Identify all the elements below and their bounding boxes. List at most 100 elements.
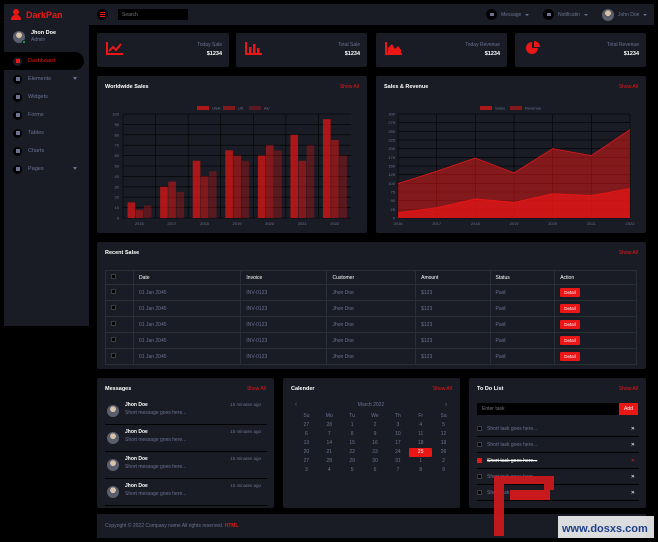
calendar-day[interactable]: 7: [327, 431, 331, 437]
calendar-weekday: We: [371, 413, 379, 419]
show-all-link[interactable]: Show All: [618, 250, 638, 256]
calendar-day[interactable]: 7: [396, 467, 400, 473]
calendar-day[interactable]: 31: [395, 458, 401, 464]
calendar-day[interactable]: 6: [373, 467, 377, 473]
calendar-day[interactable]: 6: [305, 431, 308, 437]
calendar-day[interactable]: 4: [327, 467, 331, 473]
calendar-day[interactable]: 13: [303, 440, 310, 446]
calendar-day[interactable]: 20: [303, 449, 310, 455]
message-item[interactable]: Jhon Doe 15 minutes ago Short message goes…: [105, 425, 267, 452]
calendar-day[interactable]: 8: [419, 467, 423, 473]
calendar-day[interactable]: 10: [395, 431, 401, 437]
show-all-link[interactable]: Show All: [618, 386, 638, 392]
task-input[interactable]: [477, 403, 619, 415]
calendar-day[interactable]: 16: [372, 440, 378, 446]
row-checkbox[interactable]: [111, 321, 116, 326]
show-all-link[interactable]: Show All: [432, 386, 452, 392]
brand[interactable]: DarkPan: [11, 9, 63, 20]
row-checkbox[interactable]: [111, 353, 116, 358]
close-icon[interactable]: ✕: [630, 442, 635, 448]
calendar-day[interactable]: 21: [326, 449, 333, 455]
sidebar-item-forms[interactable]: Forms: [4, 106, 84, 124]
detail-button[interactable]: Detail: [560, 304, 580, 313]
show-all-link[interactable]: Show All: [339, 84, 359, 90]
todo-checkbox[interactable]: [477, 458, 482, 463]
calendar-day[interactable]: 29: [349, 458, 355, 464]
calendar-day[interactable]: 12: [440, 431, 447, 437]
calendar-day[interactable]: 26: [440, 449, 447, 455]
calendar-day[interactable]: 22: [349, 449, 355, 455]
close-icon[interactable]: ✕: [630, 474, 635, 480]
calendar-day[interactable]: 1: [350, 422, 354, 428]
search-input[interactable]: [118, 9, 188, 20]
chevron-left-icon[interactable]: ‹: [295, 402, 297, 408]
user-dropdown[interactable]: John Doe: [602, 9, 648, 21]
sidebar-item-dashboard[interactable]: Dashboard: [4, 52, 84, 70]
calendar-day[interactable]: 8: [350, 431, 354, 437]
calendar-day[interactable]: 3: [396, 422, 400, 428]
sidebar-item-widgets[interactable]: Widgets: [4, 88, 84, 106]
calendar-day[interactable]: 28: [326, 458, 333, 464]
detail-button[interactable]: Detail: [560, 336, 580, 345]
calendar-day[interactable]: 27: [303, 458, 310, 464]
sidebar-toggle-button[interactable]: [97, 9, 108, 20]
todo-checkbox[interactable]: [477, 442, 482, 447]
show-all-link[interactable]: Show All: [246, 386, 266, 392]
detail-button[interactable]: Detail: [560, 352, 580, 361]
calendar-day[interactable]: 14: [326, 440, 333, 446]
row-checkbox[interactable]: [111, 289, 116, 294]
calendar-day[interactable]: 5: [350, 467, 354, 473]
sidebar-item-elements[interactable]: Elements: [4, 70, 84, 88]
calendar-day[interactable]: 25: [409, 448, 433, 457]
detail-button[interactable]: Detail: [560, 288, 580, 297]
detail-button[interactable]: Detail: [560, 320, 580, 329]
stat-card-today-sale: Today Sale $1234: [97, 33, 229, 67]
sidebar-item-tables[interactable]: Tables: [4, 124, 84, 142]
card-title: Worldwide Sales: [105, 84, 149, 90]
calendar-day[interactable]: 2: [373, 422, 377, 428]
message-sender: Jhon Doe: [125, 483, 148, 489]
select-all-checkbox[interactable]: [111, 274, 116, 279]
calendar-day[interactable]: 9: [442, 467, 445, 473]
calendar-day[interactable]: 28: [326, 422, 333, 428]
calendar-day[interactable]: 5: [442, 422, 445, 428]
close-icon[interactable]: ✕: [630, 458, 635, 464]
calendar-day[interactable]: 11: [418, 431, 424, 437]
show-all-link[interactable]: Show All: [618, 84, 638, 90]
chevron-right-icon[interactable]: ›: [445, 402, 447, 408]
message-item[interactable]: Jhon Doe 15 minutes ago Short message goes…: [105, 479, 267, 506]
app-window: DarkPan Jhon Doe Admin Dashboard Element…: [4, 4, 654, 538]
todo-checkbox[interactable]: [477, 490, 482, 495]
calendar-day[interactable]: 1: [419, 458, 423, 464]
message-item[interactable]: Jhon Doe 15 minutes ago Short message goes…: [105, 452, 267, 479]
close-icon[interactable]: ✕: [630, 426, 635, 432]
sidebar-item-pages[interactable]: Pages: [4, 160, 84, 178]
invoice-cell: INV-0123: [240, 332, 328, 349]
calendar-day[interactable]: 24: [395, 449, 401, 455]
calendar-day[interactable]: 4: [419, 422, 423, 428]
calendar-day[interactable]: 23: [372, 449, 378, 455]
notification-dropdown[interactable]: Notificatin: [543, 9, 588, 20]
calendar-day[interactable]: 9: [373, 431, 377, 437]
todo-checkbox[interactable]: [477, 426, 482, 431]
calendar-day[interactable]: 2: [442, 458, 445, 464]
calendar-day[interactable]: 27: [303, 422, 310, 428]
calendar-day[interactable]: 18: [417, 440, 424, 446]
sidebar-item-charts[interactable]: Charts: [4, 142, 84, 160]
message-item[interactable]: Jhon Doe 15 minutes ago Short message goes…: [105, 398, 267, 425]
row-checkbox[interactable]: [111, 305, 116, 310]
message-dropdown[interactable]: Message: [486, 9, 530, 20]
x-tick-label: 2022: [330, 221, 340, 226]
close-icon[interactable]: ✕: [630, 490, 635, 496]
add-task-button[interactable]: Add: [619, 403, 638, 415]
calendar-day[interactable]: 17: [395, 440, 401, 446]
todo-checkbox[interactable]: [477, 474, 482, 479]
footer-credit-link[interactable]: HTML: [224, 523, 239, 529]
row-checkbox[interactable]: [111, 337, 116, 342]
calendar-day[interactable]: 19: [440, 440, 447, 446]
message-preview: Short message goes here...: [125, 491, 187, 497]
calendar-day[interactable]: 3: [305, 467, 308, 473]
calendar-day[interactable]: 30: [372, 458, 378, 464]
calendar-day[interactable]: 15: [349, 440, 355, 446]
x-tick-label: 2016: [135, 221, 145, 226]
